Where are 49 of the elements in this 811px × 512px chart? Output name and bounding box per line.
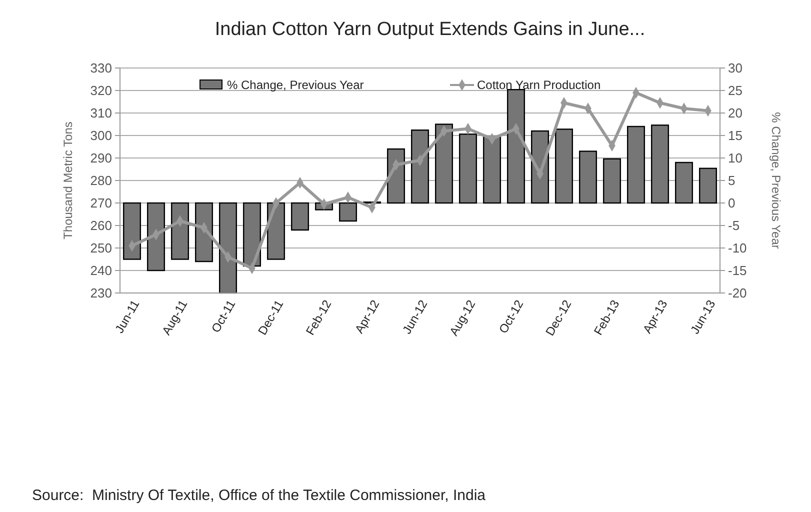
y-tick-label: 240 xyxy=(90,263,112,278)
y2-tick-label: 10 xyxy=(728,150,742,166)
bar xyxy=(243,202,261,267)
bar xyxy=(195,202,213,262)
bar xyxy=(123,202,141,260)
y2-tick-label: 25 xyxy=(728,83,742,98)
y-tick-label: 250 xyxy=(90,240,112,256)
y2-tick-label: 0 xyxy=(728,196,736,211)
y2-tick-label: -5 xyxy=(728,218,740,234)
y-axis-title: Thousand Metric Tons xyxy=(61,122,75,240)
bar xyxy=(147,202,165,272)
y2-tick-label: -20 xyxy=(728,286,747,301)
y2-tick-label: 30 xyxy=(728,60,742,76)
y2-tick-label: 15 xyxy=(728,128,742,144)
y-tick-label: 270 xyxy=(90,196,112,211)
bar xyxy=(267,202,285,260)
bar xyxy=(435,124,453,204)
y-tick-label: 260 xyxy=(90,218,112,234)
bar xyxy=(459,134,477,204)
y-tick-label: 230 xyxy=(90,286,112,301)
y-tick-label: 320 xyxy=(90,83,112,98)
bar xyxy=(219,202,237,294)
y-tick-label: 280 xyxy=(90,173,112,188)
legend-label: % Change, Previous Year xyxy=(227,78,364,92)
bar xyxy=(171,202,189,260)
y2-axis-title: % Change, Previous Year xyxy=(769,112,783,249)
bar xyxy=(651,124,669,204)
y2-tick-label: 20 xyxy=(728,106,742,121)
bar xyxy=(555,128,573,204)
bar xyxy=(603,158,621,204)
source-note: Source: Ministry Of Textile, Office of the Textile Commissioner, India xyxy=(32,487,486,504)
bar xyxy=(627,126,645,204)
y2-tick-label: -10 xyxy=(728,240,747,256)
bar xyxy=(339,202,357,222)
chart-title: Indian Cotton Yarn Output Extends Gains in June... xyxy=(214,19,646,40)
y-tick-label: 310 xyxy=(90,106,112,121)
bar xyxy=(411,130,429,204)
bar xyxy=(675,162,693,204)
y2-tick-label: 5 xyxy=(728,173,736,188)
bar xyxy=(579,150,597,204)
bar xyxy=(507,89,525,204)
y-tick-label: 330 xyxy=(90,60,112,76)
bar xyxy=(291,202,309,231)
y-tick-label: 290 xyxy=(90,150,112,166)
y-tick-label: 300 xyxy=(90,128,112,144)
bar xyxy=(699,168,717,204)
bar xyxy=(483,136,501,204)
y2-tick-label: -15 xyxy=(728,263,747,278)
legend-label: Cotton Yarn Production xyxy=(477,78,601,92)
